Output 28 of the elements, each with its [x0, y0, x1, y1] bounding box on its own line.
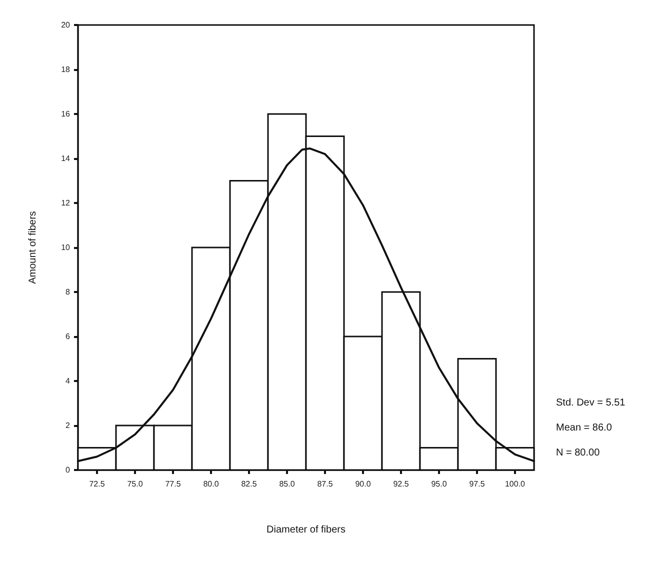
x-tick-label: 85.0	[279, 480, 296, 488]
x-tick-label: 95.0	[431, 480, 448, 488]
x-tick-label: 90.0	[355, 480, 372, 488]
y-tick-label: 4	[66, 376, 71, 386]
x-tick-label: 77.5	[165, 480, 182, 488]
text: Std. Dev = 5.51	[556, 398, 626, 408]
x-axis-title: Diameter of fibers	[266, 524, 346, 536]
y-tick-label: 16	[61, 110, 71, 118]
y-tick-label: 8	[66, 288, 71, 296]
x-tick-label: 100.0	[504, 480, 526, 488]
x-tick-label: 87.5	[317, 480, 334, 488]
x-tick-label: 72.5	[89, 480, 106, 488]
y-tick-label: 10	[61, 243, 71, 252]
text: N = 80.00	[556, 448, 600, 458]
y-axis-title: Amount of fibers	[28, 211, 38, 284]
x-tick-label: 92.5	[393, 480, 410, 488]
y-tick-label: 14	[61, 154, 71, 163]
x-tick-label: 80.0	[203, 480, 220, 488]
y-tick-label: 0	[66, 466, 71, 474]
y-tick-label: 2	[66, 421, 71, 430]
y-tick-label: 6	[66, 332, 71, 341]
x-tick-label: 97.5	[469, 480, 486, 488]
x-tick-label: 75.0	[127, 480, 144, 488]
y-tick-label: 20	[61, 20, 71, 30]
y-tick-label: 12	[61, 198, 71, 208]
x-tick-label: 82.5	[241, 480, 258, 488]
text: Mean = 86.0	[556, 422, 612, 434]
y-tick-label: 18	[61, 65, 71, 74]
